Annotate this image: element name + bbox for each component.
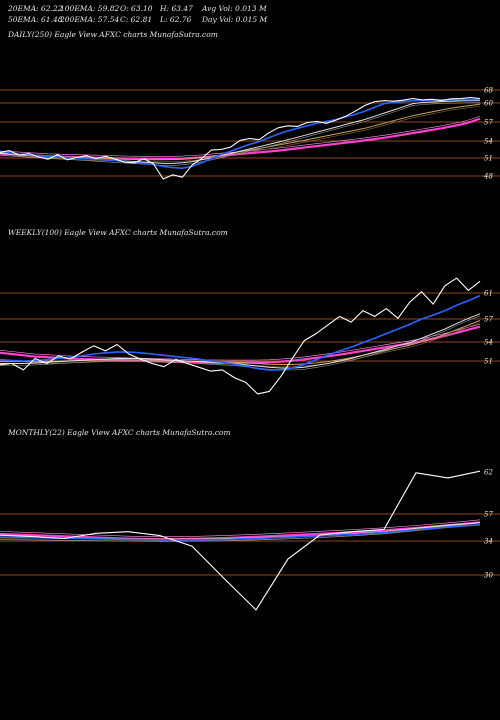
monthly-ema200-band-line <box>0 519 481 538</box>
daily-ema50-band-line <box>0 102 481 166</box>
daily-tick-label: 57 <box>484 119 493 127</box>
daily-ema200-line <box>0 117 481 160</box>
daily-chart: 68 60 57 54 51 48 <box>0 87 500 181</box>
weekly-tick-label: 51 <box>484 358 493 366</box>
stat-open: O: 63.10 <box>120 4 153 13</box>
daily-ema20-line <box>0 98 480 169</box>
stat-close: C: 62.81 <box>120 15 153 24</box>
stat-ema50: 50EMA: 61.48 <box>8 15 63 24</box>
weekly-chart: 61 57 54 51 <box>0 277 500 395</box>
daily-tick-label: 48 <box>483 173 493 181</box>
monthly-chart-title: MONTHLY(22) Eagle View AFXC charts Munaf… <box>8 428 231 437</box>
daily-tick-label: 51 <box>484 155 493 163</box>
monthly-tick-label: 30 <box>484 572 493 580</box>
monthly-ema20-line <box>0 524 481 541</box>
monthly-chart: 62 57 34 30 <box>0 469 500 611</box>
weekly-tick-label: 54 <box>484 339 493 347</box>
monthly-ema50-band-line <box>0 524 481 542</box>
daily-tick-label: 54 <box>484 138 493 146</box>
stat-high: H: 63.47 <box>160 4 193 13</box>
weekly-tick-label: 61 <box>484 290 493 298</box>
weekly-price-line <box>0 277 481 395</box>
weekly-ema50-line <box>0 313 481 369</box>
monthly-ema200-line <box>0 521 481 541</box>
stat-avg-vol: Avg Vol: 0.013 M <box>202 4 267 13</box>
weekly-tick-label: 57 <box>484 316 493 324</box>
daily-tick-label: 60 <box>484 100 493 108</box>
stat-day-vol: Day Vol: 0.015 M <box>202 15 268 24</box>
monthly-price-line <box>0 470 481 611</box>
stat-ema100: 100EMA: 59.82 <box>60 4 120 13</box>
weekly-chart-title: WEEKLY(100) Eagle View AFXC charts Munaf… <box>8 228 228 237</box>
monthly-tick-label: 34 <box>484 538 493 546</box>
daily-price-line <box>0 96 481 180</box>
daily-chart-title: DAILY(250) Eagle View AFXC charts Munafa… <box>8 30 218 39</box>
stat-ema200: 200EMA: 57.54 <box>60 15 120 24</box>
monthly-tick-label: 62 <box>484 469 493 477</box>
weekly-ema50-band-line <box>0 315 481 371</box>
daily-ema100-band-line <box>0 105 481 163</box>
weekly-ema20-line <box>0 294 481 371</box>
monthly-tick-label: 57 <box>484 511 493 519</box>
stat-ema20: 20EMA: 62.22 <box>8 4 63 13</box>
daily-tick-label: 68 <box>484 87 493 95</box>
stat-low: L: 62.76 <box>160 15 192 24</box>
